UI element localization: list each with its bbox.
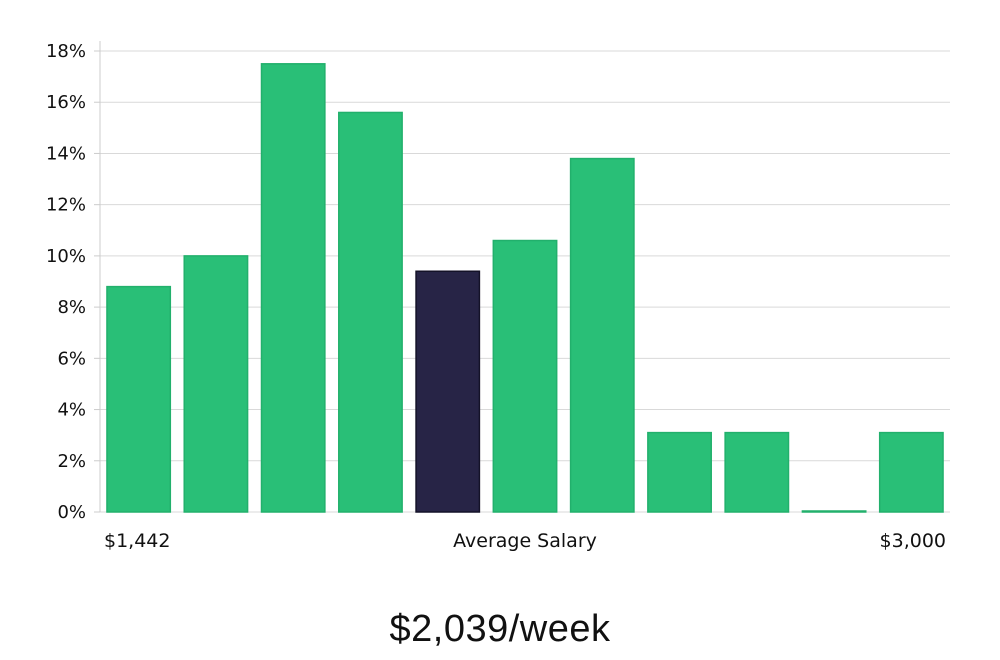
average-salary-summary: $2,039/week xyxy=(389,608,611,650)
y-tick-label: 14% xyxy=(46,143,86,164)
bar xyxy=(183,255,249,513)
bar xyxy=(569,157,635,513)
bar xyxy=(878,431,944,513)
y-axis: 0% 2% 4% 6% 8% 10% 12% 14% 16% 18% xyxy=(46,41,101,523)
y-tick-label: 12% xyxy=(46,195,86,216)
y-tick-label: 8% xyxy=(57,297,86,318)
y-tick-label: 0% xyxy=(57,502,86,523)
y-tick-label: 4% xyxy=(57,400,86,421)
bar xyxy=(106,285,172,513)
bar-average-salary xyxy=(415,270,481,513)
y-tick-label: 6% xyxy=(57,348,86,369)
bars xyxy=(106,63,944,513)
x-axis-title: Average Salary xyxy=(453,530,597,552)
y-tick-label: 10% xyxy=(46,246,86,267)
y-tick-label: 18% xyxy=(46,41,86,62)
bar xyxy=(801,510,867,513)
salary-histogram: 0% 2% 4% 6% 8% 10% 12% 14% 16% 18% xyxy=(46,41,950,523)
bar xyxy=(724,431,790,513)
y-tick-label: 16% xyxy=(46,92,86,113)
bar xyxy=(260,63,326,513)
x-min-label: $1,442 xyxy=(104,530,171,552)
x-max-label: $3,000 xyxy=(879,530,946,552)
bar xyxy=(647,431,712,513)
bar xyxy=(492,239,558,513)
bar xyxy=(338,111,403,513)
y-tick-label: 2% xyxy=(57,451,86,472)
